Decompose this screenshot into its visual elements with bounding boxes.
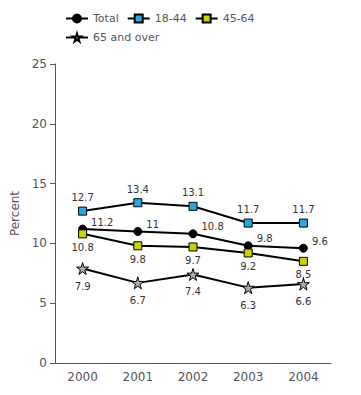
svg-text:6.6: 6.6	[295, 296, 311, 307]
svg-text:11.2: 11.2	[91, 217, 113, 228]
svg-text:11.7: 11.7	[237, 204, 259, 215]
svg-text:12.7: 12.7	[71, 192, 93, 203]
svg-text:20: 20	[32, 117, 47, 131]
svg-text:9.2: 9.2	[240, 261, 256, 272]
svg-text:15: 15	[32, 177, 47, 191]
svg-text:13.4: 13.4	[127, 184, 149, 195]
svg-text:11.7: 11.7	[292, 204, 314, 215]
svg-text:6.3: 6.3	[240, 300, 256, 311]
svg-text:25: 25	[32, 57, 47, 71]
svg-text:Total: Total	[92, 12, 119, 25]
svg-text:2004: 2004	[288, 370, 319, 384]
svg-text:5: 5	[39, 296, 47, 310]
svg-text:10.8: 10.8	[71, 242, 93, 253]
svg-text:7.9: 7.9	[75, 281, 91, 292]
svg-text:18-44: 18-44	[155, 12, 187, 25]
svg-text:2001: 2001	[123, 370, 154, 384]
svg-text:13.1: 13.1	[182, 187, 204, 198]
svg-text:2000: 2000	[67, 370, 98, 384]
svg-text:8.5: 8.5	[295, 269, 311, 280]
svg-text:9.7: 9.7	[185, 255, 201, 266]
svg-text:6.7: 6.7	[130, 295, 146, 306]
svg-text:45-64: 45-64	[223, 12, 255, 25]
svg-text:65 and over: 65 and over	[93, 31, 160, 44]
svg-text:9.8: 9.8	[130, 254, 146, 265]
svg-text:10: 10	[32, 236, 47, 250]
svg-text:9.8: 9.8	[257, 233, 273, 244]
svg-text:11: 11	[146, 219, 159, 230]
svg-text:2003: 2003	[233, 370, 264, 384]
svg-text:2002: 2002	[178, 370, 209, 384]
svg-text:7.4: 7.4	[185, 286, 201, 297]
svg-text:Percent: Percent	[8, 191, 22, 236]
svg-text:9.6: 9.6	[312, 236, 328, 247]
svg-text:10.8: 10.8	[202, 221, 224, 232]
svg-text:0: 0	[39, 356, 47, 370]
